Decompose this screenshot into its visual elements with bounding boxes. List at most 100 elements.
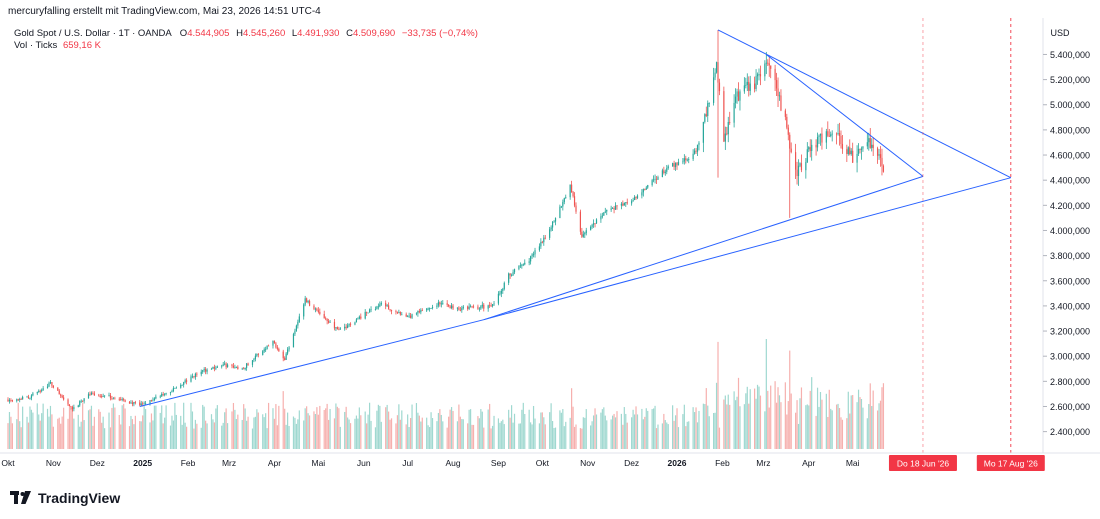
candle-body [503,282,505,289]
candle-body [522,264,524,266]
candle-body [509,273,511,276]
volume-bar [759,395,762,449]
volume-bar [534,418,536,449]
volume-bar [131,419,134,449]
price-tick-label: 3.800,000 [1050,251,1090,261]
candle-body [17,399,19,401]
candle-body [856,153,858,163]
volume-bar [882,383,885,449]
candle-body [787,127,789,135]
volume-bar [360,415,362,449]
candle-body [313,305,315,309]
candle-body [831,133,833,135]
volume-bar [206,423,208,449]
time-tick-label: Mrz [756,458,770,468]
candle-body [790,148,792,153]
volume-bar [606,420,608,449]
candle-body [664,171,666,173]
candle-body [532,254,535,256]
price-tick-label: 4.200,000 [1050,201,1090,211]
candle-body [171,390,173,393]
candle-body [809,147,811,151]
candle-body [52,385,54,388]
volume-bar [582,417,584,449]
volume-bar [573,426,576,449]
volume-bar [174,402,176,449]
candle-body [380,302,382,305]
volume-bar [544,424,546,449]
volume-label[interactable]: Vol · Ticks [14,40,58,51]
volume-bar [430,412,432,449]
volume-bar [367,414,369,449]
candle-body [554,218,557,222]
candle-body [131,402,134,405]
candle-body [222,364,224,366]
chart-area[interactable]: Do 18 Jun '26 Mo 17 Aug '26 USD 2.400,000 2… [0,0,1100,475]
volume-bar [471,424,473,449]
candle-body [695,150,697,152]
volume-bar [830,408,832,449]
symbol-name[interactable]: Gold Spot / U.S. Dollar · 1T · OANDA [14,28,172,39]
volume-bar [756,384,759,449]
candle-body [172,387,175,391]
volume-bar [616,411,618,449]
volume-bar [787,401,789,449]
candle-body [237,366,239,370]
candle-body [27,396,30,399]
volume-bar [530,422,532,449]
candle-body [461,308,463,311]
candle-body [846,149,848,154]
candle-body [73,407,75,410]
candle-body [418,311,420,313]
volume-bar [522,402,524,449]
price-chart[interactable]: Do 18 Jun '26 Mo 17 Aug '26 USD 2.400,000 2… [0,0,1100,475]
volume-bar [672,405,674,449]
candle-body [468,306,470,309]
candle-body [213,366,216,369]
candle-body [786,116,788,128]
volume-bar [841,419,844,449]
volume-bar [150,413,153,449]
volume-bar [130,415,132,449]
volume-bar [57,418,59,449]
volume-bar [243,404,245,449]
volume-bar [429,427,431,449]
volume-bar [90,405,93,449]
time-tick-label: Feb [181,458,196,468]
volume-bar [415,403,418,449]
volume-bar [528,409,530,449]
candle-body [287,349,289,354]
volume-bar [287,412,289,449]
candle-body [543,237,545,243]
volume-bar [11,423,13,449]
open-label: O [179,28,188,39]
volume-bar [715,382,718,449]
candle-body [493,303,495,305]
volume-bar [313,411,315,449]
volume-bar [431,418,434,449]
volume-bar [632,409,634,449]
candle-body [613,207,615,210]
volume-bar [497,418,500,449]
candle-body [123,399,125,400]
volume-bar [551,420,554,449]
candle-body [519,265,521,267]
volume-bar [723,399,725,449]
candle-body [682,161,684,163]
candle-body [202,370,204,372]
candle-body [284,358,286,360]
candle-body [467,306,469,309]
candle-body [458,307,460,310]
volume-bar [856,402,858,449]
candle-body [87,394,90,399]
volume-bar [663,413,665,449]
candle-body [647,185,649,188]
time-tick-label: Jul [402,458,413,468]
candle-body [335,327,337,329]
candle-body [553,221,555,223]
volume-bar [502,419,504,449]
time-tick-label: Dez [90,458,105,468]
volume-bar [809,390,811,449]
volume-bar [871,406,873,449]
volume-bar [398,404,400,449]
